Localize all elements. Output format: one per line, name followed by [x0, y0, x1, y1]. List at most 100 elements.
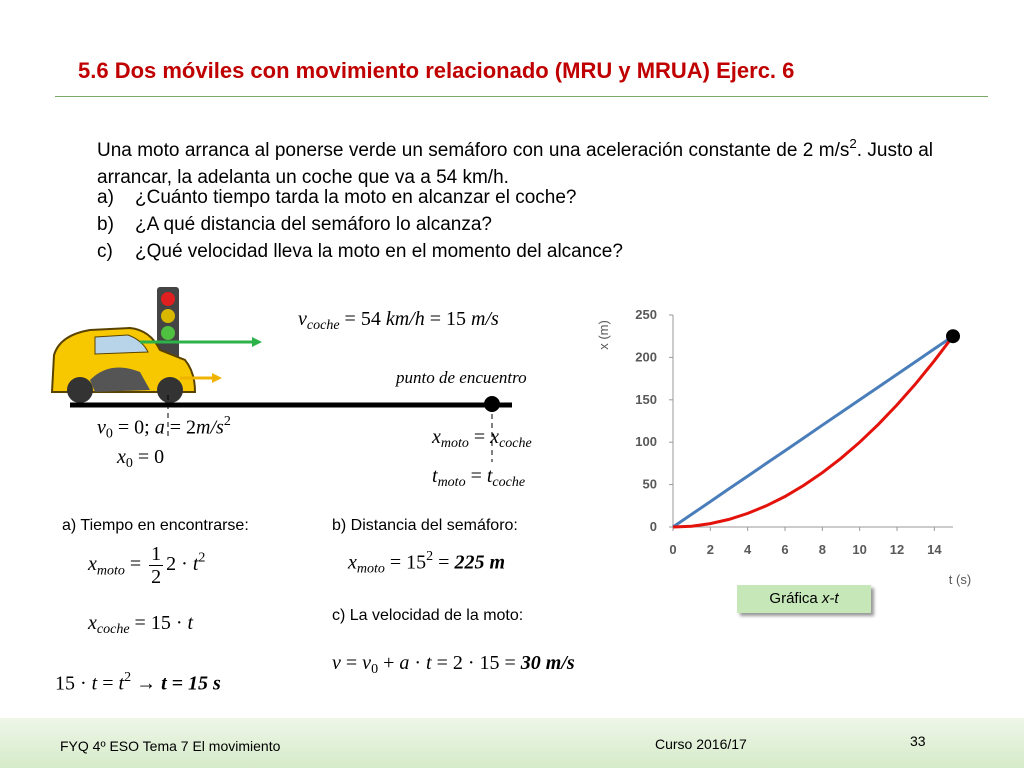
text-run: coche — [96, 622, 130, 638]
y-axis-label: x (m) — [596, 320, 611, 350]
text-run: t — [118, 672, 125, 695]
x-tick-label: 8 — [819, 542, 826, 557]
question: b) ¿A qué distancia del semáforo lo alcan… — [97, 211, 623, 238]
text-run: = — [468, 426, 491, 448]
formula: xmoto = xcoche — [432, 426, 532, 452]
x-axis-label: t (s) — [949, 572, 971, 587]
slide-title: 5.6 Dos móviles con movimiento relaciona… — [78, 58, 795, 83]
text-run: 2 · — [166, 553, 193, 576]
wheel — [67, 377, 93, 403]
x-tick-label: 6 — [781, 542, 788, 557]
amber-light — [161, 309, 175, 323]
text-run: 0 — [125, 456, 133, 472]
text-run: = — [465, 465, 487, 487]
text-run: punto de encuentro — [396, 368, 527, 387]
text-run: = 2 · 15 = — [431, 652, 521, 674]
y-tick-label: 100 — [635, 434, 657, 449]
text-run: a — [154, 416, 165, 439]
text-run: = 15 · — [129, 612, 188, 634]
text-run: t — [426, 652, 432, 674]
text-run: t — [192, 553, 199, 576]
text-run: x-t — [821, 590, 839, 607]
question-text: ¿Qué velocidad lleva la moto en el momen… — [135, 241, 623, 262]
text-run: m/s — [196, 416, 224, 439]
text-run: x — [348, 551, 357, 574]
question-text: ¿Cuánto tiempo tarda la moto en alcanzar… — [135, 187, 577, 208]
text-run: v — [332, 652, 341, 674]
text-run: 2 — [124, 670, 132, 685]
question: a) ¿Cuánto tiempo tarda la moto en alcanz… — [97, 184, 623, 211]
text-run: x — [88, 553, 97, 576]
text-run: 30 m/s — [520, 652, 575, 674]
car-body — [50, 326, 197, 393]
y-tick-label: 250 — [635, 307, 657, 322]
text-run: x — [490, 426, 500, 448]
text-run: coche — [499, 436, 532, 452]
text-run: 2 — [426, 549, 434, 564]
red-light — [161, 292, 175, 306]
text-run: = 15 — [424, 308, 471, 330]
text-run: = — [97, 672, 119, 695]
text-run: 2 — [198, 550, 206, 566]
text-run: 225 m — [454, 551, 506, 574]
numerator: 1 — [149, 543, 164, 566]
y-tick-label: 150 — [635, 392, 657, 407]
text-run: v — [298, 308, 307, 330]
car — [50, 326, 197, 403]
text-run: t — [187, 612, 194, 634]
x-tick-label: 14 — [927, 542, 942, 557]
text-run: a — [399, 652, 410, 674]
moto-arrowhead — [212, 373, 222, 383]
footer-center: Curso 2016/17 — [655, 736, 747, 752]
text-run: → — [131, 672, 162, 695]
formula: v = v0 + a · t = 2 · 15 = 30 m/s — [332, 652, 575, 678]
text-run: t — [91, 672, 98, 695]
text-run: coche — [492, 475, 526, 491]
text-run: = 2 — [164, 416, 197, 439]
formula: 15 · t = t2 → t = 15 s — [55, 670, 221, 695]
car-arrowhead — [252, 337, 262, 347]
x-tick-label: 0 — [669, 542, 676, 557]
title-rule — [55, 96, 988, 97]
text-run: x — [117, 446, 126, 468]
question: c) ¿Qué velocidad lleva la moto en el mom… — [97, 238, 623, 265]
x-tick-label: 12 — [890, 542, 904, 557]
text-run: 2 — [223, 414, 231, 429]
text-run: x — [88, 612, 97, 634]
x-tick-label: 2 — [707, 542, 714, 557]
moto — [90, 367, 150, 392]
text-run: 15 · — [55, 672, 92, 695]
formula: tmoto = tcoche — [432, 465, 525, 491]
x-tick-label: 10 — [852, 542, 866, 557]
formula: v0 = 0; a = 2m/s2 — [97, 414, 231, 443]
text-run: t — [432, 465, 438, 487]
section-label: b) Distancia del semáforo: — [332, 517, 518, 534]
text-run: = 0 — [132, 446, 165, 468]
text-run: t — [486, 465, 493, 487]
text-run: Una moto arranca al ponerse verde un sem… — [97, 139, 850, 161]
text-run: = — [340, 652, 363, 674]
denominator: 2 — [151, 566, 162, 588]
page-number: 33 — [910, 733, 926, 749]
text-run: moto — [437, 475, 466, 491]
text-run: = 15 — [384, 551, 427, 574]
chart-caption: Gráfica x-t — [737, 585, 871, 613]
y-tick-label: 50 — [643, 477, 657, 492]
text-run: km/h — [385, 308, 425, 330]
formula: punto de encuentro — [396, 368, 527, 388]
text-run: v — [362, 652, 372, 674]
footer-band — [0, 718, 1024, 768]
wheel — [157, 377, 183, 403]
text-run: moto — [440, 436, 469, 452]
section-label: c) La velocidad de la moto: — [332, 607, 524, 624]
text-run: coche — [306, 318, 340, 334]
text-run: 2 — [849, 136, 857, 151]
footer-left: FYQ 4º ESO Tema 7 El movimiento — [60, 738, 281, 754]
text-run: = 54 — [339, 308, 386, 330]
text-run: = — [433, 551, 455, 574]
green-light — [161, 326, 175, 340]
text-run: 0 — [105, 426, 113, 442]
